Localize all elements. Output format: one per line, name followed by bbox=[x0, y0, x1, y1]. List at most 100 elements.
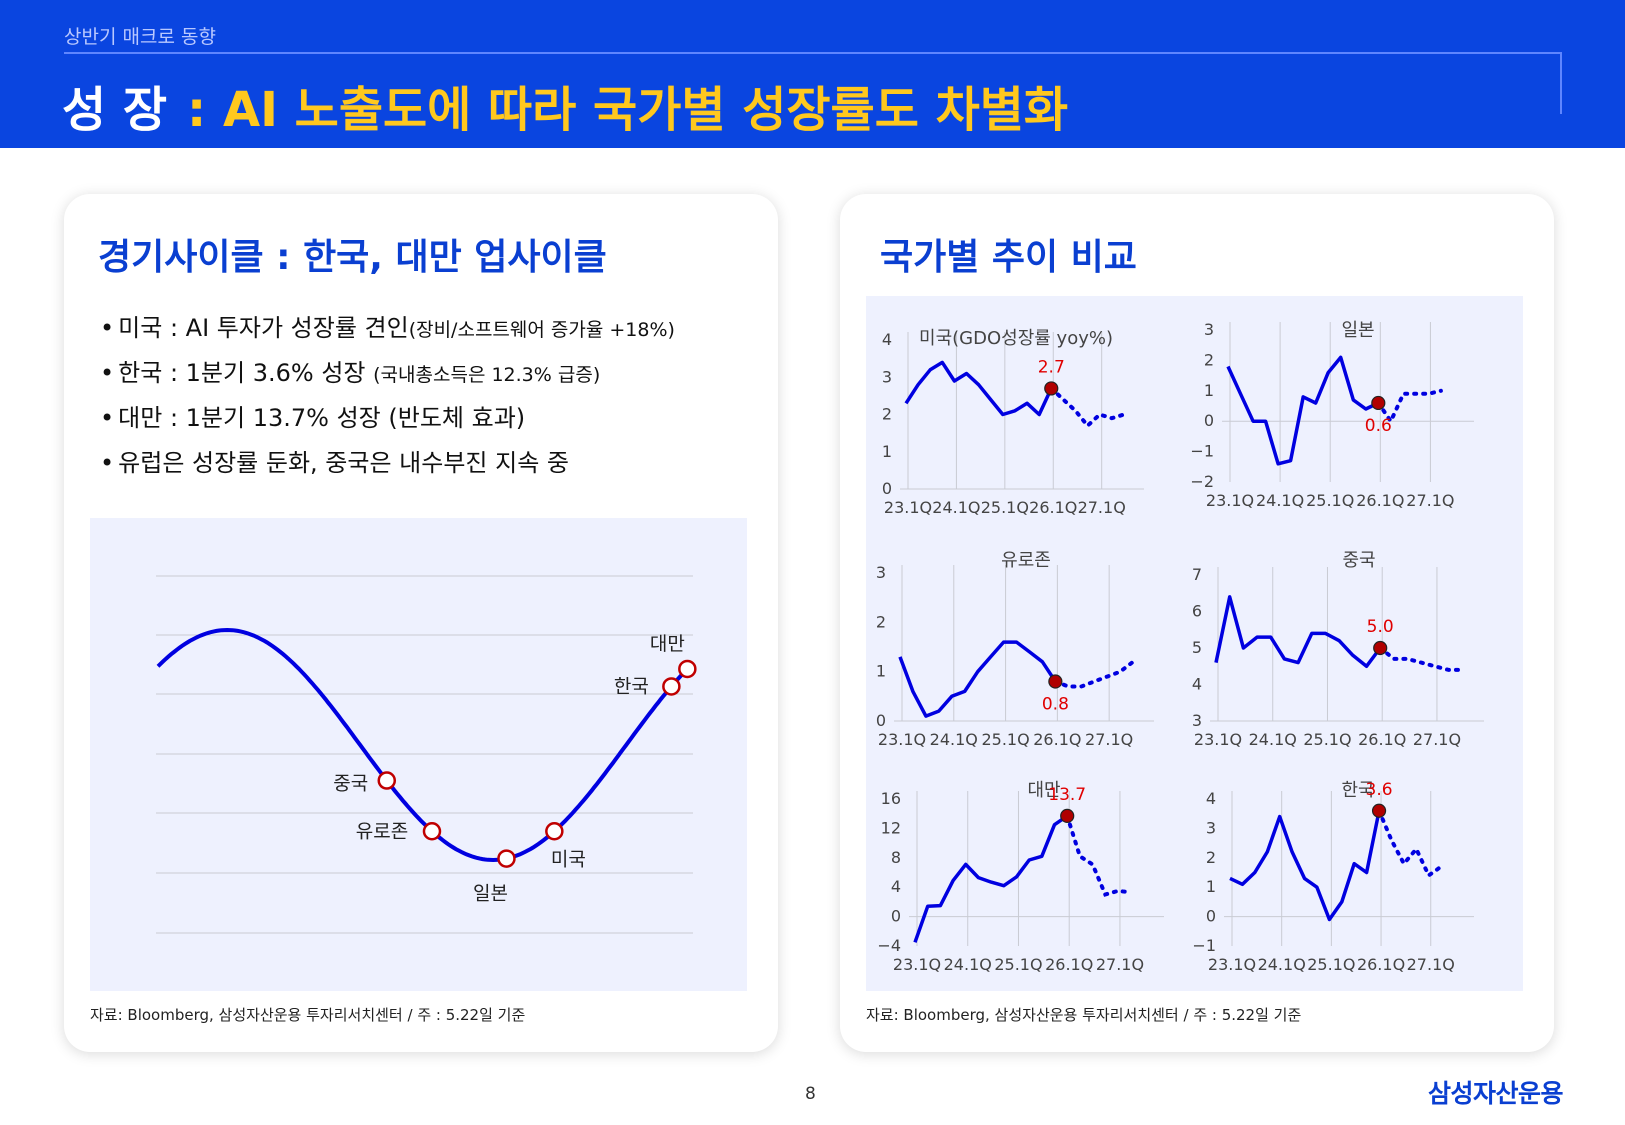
country-x-tick: 25.1Q bbox=[981, 498, 1029, 517]
country-chart-5: −1 0 1 2 3 4 23.1Q 24.1Q 25.1Q 26.1Q 27.1Q 한국3.6 bbox=[1192, 780, 1474, 974]
country-y-tick: 16 bbox=[881, 789, 901, 808]
country-x-tick: 24.1Q bbox=[932, 498, 980, 517]
country-x-tick: 23.1Q bbox=[884, 498, 932, 517]
country-chart-2: 0 1 2 3 23.1Q 24.1Q 25.1Q 26.1Q 27.1Q 유로존 0.8 bbox=[876, 550, 1154, 749]
country-actual-line bbox=[1229, 810, 1381, 922]
cycle-marker-유로존 bbox=[422, 822, 442, 841]
country-latest-marker bbox=[1044, 381, 1059, 396]
company-logo: 삼성자산운용 bbox=[1428, 1079, 1564, 1108]
header-divider-end bbox=[1560, 52, 1562, 114]
country-x-tick: 23.1Q bbox=[1194, 730, 1242, 749]
bullet-text: 유럽은 성장률 둔화, 중국은 내수부진 지속 중 bbox=[118, 449, 569, 477]
country-x-tick: 27.1Q bbox=[1078, 498, 1126, 517]
country-x-tick: 27.1Q bbox=[1406, 491, 1454, 510]
country-latest-marker bbox=[1371, 395, 1386, 411]
cycle-marker-일본 bbox=[497, 849, 516, 868]
country-x-tick: 26.1Q bbox=[1045, 955, 1093, 974]
section-subtitle: 상반기 매크로 동향 bbox=[64, 26, 216, 48]
cycle-label: 중국 bbox=[333, 773, 368, 795]
country-latest-label: 3.6 bbox=[1366, 780, 1393, 800]
country-x-tick: 26.1Q bbox=[1033, 730, 1081, 749]
cycle-marker-미국 bbox=[545, 822, 564, 841]
country-x-tick: 24.1Q bbox=[944, 955, 992, 974]
country-y-tick: 4 bbox=[891, 877, 901, 896]
country-chart-title: 대만 bbox=[1027, 780, 1060, 801]
country-x-tick: 23.1Q bbox=[1208, 955, 1256, 974]
country-actual-line bbox=[1214, 595, 1382, 669]
country-actual-line bbox=[898, 640, 1057, 718]
country-comparison-title: 국가별 추이 비교 bbox=[880, 237, 1137, 278]
cycle-label: 일본 bbox=[473, 883, 508, 905]
country-y-tick: 3 bbox=[876, 563, 886, 582]
country-y-tick: 1 bbox=[876, 662, 886, 681]
country-latest-label: 2.7 bbox=[1038, 357, 1065, 377]
country-latest-label: 0.6 bbox=[1365, 416, 1392, 436]
country-x-tick: 26.1Q bbox=[1357, 955, 1405, 974]
country-y-tick: 1 bbox=[1206, 877, 1216, 896]
country-y-tick: 3 bbox=[1192, 711, 1202, 730]
bullet-item: • 유럽은 성장률 둔화, 중국은 내수부진 지속 중 bbox=[100, 447, 675, 492]
country-y-tick: 8 bbox=[891, 848, 901, 867]
country-forecast-line bbox=[1376, 388, 1443, 426]
country-x-tick: 24.1Q bbox=[1256, 491, 1304, 510]
page-title: 성 장 : AI 노출도에 따라 국가별 성장률도 차별화 bbox=[62, 70, 1068, 140]
bullet-list: • 미국 : AI 투자가 성장률 견인(장비/소프트웨어 증가율 +18%) •… bbox=[100, 312, 675, 492]
bullet-note: (국내총소득은 12.3% 급증) bbox=[373, 364, 601, 386]
country-x-tick: 25.1Q bbox=[1306, 491, 1354, 510]
bullet-text: 대만 : 1분기 13.7% 성장 (반도체 효과) bbox=[118, 404, 526, 432]
country-latest-marker bbox=[1373, 640, 1388, 656]
country-x-tick: 26.1Q bbox=[1358, 730, 1406, 749]
country-y-tick: 2 bbox=[1204, 350, 1214, 369]
country-x-tick: 23.1Q bbox=[893, 955, 941, 974]
page-title-sub: : AI 노출도에 따라 국가별 성장률도 차별화 bbox=[187, 82, 1069, 138]
cycle-marker-중국 bbox=[377, 771, 397, 790]
country-chart-title: 유로존 bbox=[1001, 550, 1051, 571]
country-y-tick: −1 bbox=[1190, 442, 1214, 461]
country-y-tick: 0 bbox=[1206, 907, 1216, 926]
country-chart-1: −2 −1 0 1 2 3 23.1Q 24.1Q 25.1Q 26.1Q 27.1Q 일본 0.6 bbox=[1190, 320, 1474, 510]
country-y-tick: 0 bbox=[876, 711, 886, 730]
country-forecast-line bbox=[1377, 808, 1444, 879]
country-y-tick: 3 bbox=[1206, 818, 1216, 837]
country-y-tick: −2 bbox=[1190, 472, 1214, 491]
country-y-tick: 4 bbox=[1192, 675, 1202, 694]
left-source-note: 자료: Bloomberg, 삼성자산운용 투자리서치센터 / 주 : 5.22… bbox=[90, 1006, 526, 1024]
country-chart-title: 한국 bbox=[1341, 780, 1374, 801]
country-x-tick: 24.1Q bbox=[930, 730, 978, 749]
country-chart-0: 0 1 2 3 4 23.1Q 24.1Q 25.1Q 26.1Q 27.1Q 미국(GDO성장률 … bbox=[882, 328, 1144, 517]
country-y-tick: 1 bbox=[882, 442, 892, 461]
country-x-tick: 27.1Q bbox=[1407, 955, 1455, 974]
page-title-main: 성 장 bbox=[62, 82, 168, 138]
country-y-tick: 5 bbox=[1192, 638, 1202, 657]
country-latest-marker bbox=[1048, 674, 1063, 689]
country-y-tick: 2 bbox=[882, 405, 892, 424]
country-y-tick: 0 bbox=[1204, 411, 1214, 430]
country-y-tick: 7 bbox=[1192, 565, 1202, 584]
country-y-tick: 4 bbox=[1206, 789, 1216, 808]
country-latest-label: 5.0 bbox=[1367, 617, 1394, 637]
cycle-marker-대만 bbox=[678, 659, 697, 679]
country-x-tick: 27.1Q bbox=[1085, 730, 1133, 749]
country-chart-3: 3 4 5 6 7 23.1Q 24.1Q 25.1Q 26.1Q 27.1Q 중국 5.0 bbox=[1192, 550, 1484, 749]
country-y-tick: 3 bbox=[882, 367, 892, 386]
country-y-tick: 3 bbox=[1204, 320, 1214, 339]
country-x-tick: 27.1Q bbox=[1096, 955, 1144, 974]
country-y-tick: 1 bbox=[1204, 381, 1214, 400]
country-forecast-line bbox=[1065, 813, 1133, 897]
country-y-tick: 6 bbox=[1192, 602, 1202, 621]
country-x-tick: 25.1Q bbox=[1303, 730, 1351, 749]
country-y-tick: 2 bbox=[876, 612, 886, 631]
bullet-text: 미국 : AI 투자가 성장률 견인 bbox=[118, 314, 409, 342]
country-charts-panel: 0 1 2 3 4 23.1Q 24.1Q 25.1Q 26.1Q 27.1Q 미국(GDO성장률 … bbox=[866, 296, 1523, 991]
country-x-tick: 25.1Q bbox=[1307, 955, 1355, 974]
country-y-tick: 0 bbox=[891, 907, 901, 926]
country-x-tick: 24.1Q bbox=[1258, 955, 1306, 974]
business-cycle-title: 경기사이클 : 한국, 대만 업사이클 bbox=[98, 237, 607, 278]
country-x-tick: 23.1Q bbox=[1206, 491, 1254, 510]
country-actual-line bbox=[1226, 355, 1380, 466]
cycle-label: 대만 bbox=[650, 633, 685, 655]
country-y-tick: 12 bbox=[881, 818, 901, 837]
